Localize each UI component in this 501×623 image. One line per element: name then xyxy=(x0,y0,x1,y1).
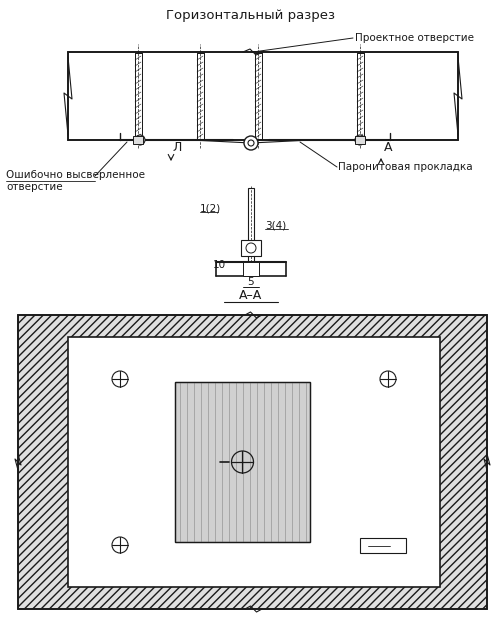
Bar xyxy=(242,262,259,276)
Bar xyxy=(135,53,142,139)
Text: $\overline{\mathsf{A}}$: $\overline{\mathsf{A}}$ xyxy=(382,140,392,155)
Bar xyxy=(175,382,310,542)
Text: Ошибочно высверленное
отверстие: Ошибочно высверленное отверстие xyxy=(6,170,145,192)
Circle shape xyxy=(354,135,364,145)
Bar xyxy=(135,53,142,139)
Bar xyxy=(255,53,262,139)
Text: А–А: А–А xyxy=(239,288,262,302)
Bar xyxy=(359,538,405,553)
Text: 10: 10 xyxy=(212,260,225,270)
Text: 5: 5 xyxy=(247,277,254,287)
Text: 1(2): 1(2) xyxy=(199,203,221,213)
Bar xyxy=(240,240,261,256)
Text: Проектное отверстие: Проектное отверстие xyxy=(354,33,473,43)
Bar xyxy=(68,52,457,140)
Text: 3(4): 3(4) xyxy=(265,220,286,230)
Circle shape xyxy=(245,243,256,253)
Bar xyxy=(133,136,143,144)
Bar xyxy=(255,53,262,139)
Bar xyxy=(356,53,363,139)
Text: Горизонтальный разрез: Горизонтальный разрез xyxy=(166,9,335,22)
Bar xyxy=(247,188,254,265)
Bar xyxy=(18,315,486,609)
Bar xyxy=(356,53,363,139)
Circle shape xyxy=(247,140,254,146)
Circle shape xyxy=(243,136,258,150)
Bar xyxy=(18,315,486,609)
Text: Паронитовая прокладка: Паронитовая прокладка xyxy=(337,162,471,172)
Bar xyxy=(196,53,203,139)
Circle shape xyxy=(135,135,145,145)
Bar xyxy=(196,53,203,139)
Bar xyxy=(354,136,364,144)
Bar xyxy=(68,337,439,587)
Text: $\overline{\mathsf{Л}}$: $\overline{\mathsf{Л}}$ xyxy=(172,140,183,155)
Bar xyxy=(175,382,310,542)
